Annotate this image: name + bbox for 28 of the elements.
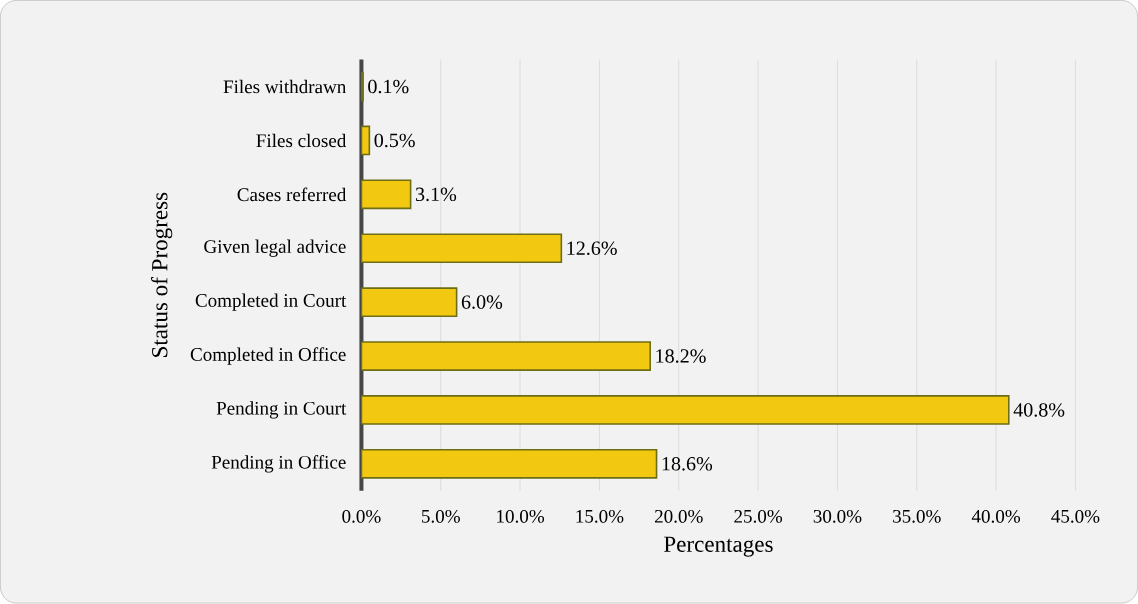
data-label: 12.6% [567,241,617,256]
y-axis-title: Status of Progress [151,192,173,358]
y-tick-label: Pending in Office [211,455,346,473]
x-tick-label: 40.0% [971,510,1021,524]
x-tick-label: 30.0% [813,510,862,524]
y-tick-label: Files withdrawn [223,80,347,94]
y-tick-label: Files closed [256,134,347,148]
x-tick-label: 45.0% [1051,510,1100,524]
x-tick-label: 35.0% [893,510,941,524]
y-tick-label: Completed in Office [190,347,346,366]
x-tick-label: 20.0% [655,510,703,524]
x-tick-label: 5.0% [422,510,460,524]
y-tick-label: Pending in Court [216,401,347,419]
x-tick-label: 25.0% [734,510,783,524]
data-label: 3.1% [415,187,457,202]
y-tick-label: Cases referred [237,187,347,202]
x-tick-label: 0.0% [342,510,381,524]
x-axis-title: Percentages [664,536,773,557]
data-label: 0.5% [374,133,415,148]
data-label: 18.6% [662,457,713,471]
x-tick-label: 15.0% [576,510,624,524]
data-label: 6.0% [461,295,503,310]
x-tick-label: 10.0% [497,510,545,524]
y-tick-label: Given legal advice [204,239,346,258]
data-label: 18.2% [656,349,706,364]
y-tick-label: Completed in Court [195,293,347,312]
data-label: 40.8% [1013,403,1065,417]
data-label: 0.1% [368,79,409,94]
